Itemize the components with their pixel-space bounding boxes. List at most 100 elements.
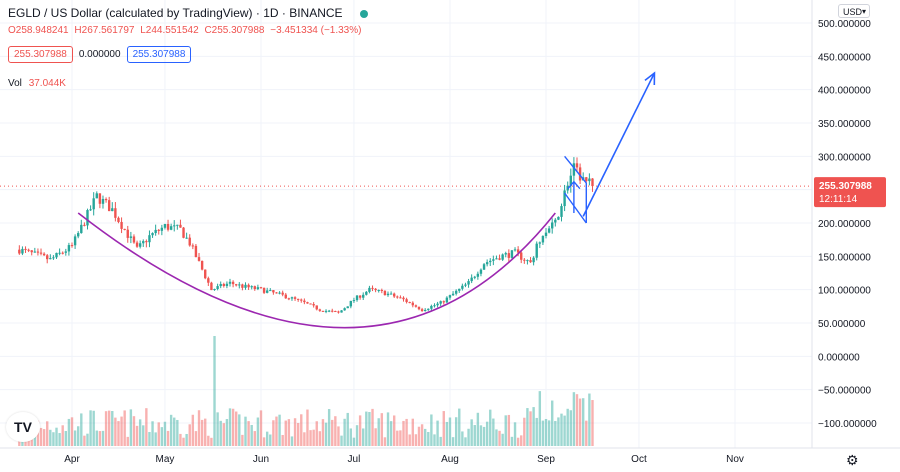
volume-bar bbox=[58, 433, 61, 446]
time-axis[interactable]: Apr May Jun Jul Aug Sep Oct Nov bbox=[0, 447, 900, 465]
candle-body bbox=[204, 269, 207, 279]
candlesticks bbox=[18, 157, 594, 314]
candle-body bbox=[216, 286, 219, 289]
volume-bar bbox=[321, 419, 325, 446]
volume-bar bbox=[306, 409, 309, 446]
candle-body bbox=[436, 303, 439, 306]
candle-body bbox=[58, 252, 61, 254]
volume-bar bbox=[278, 414, 281, 446]
volume-bar bbox=[114, 417, 117, 446]
low-value: L244.551542 bbox=[140, 25, 199, 36]
volume-bar bbox=[383, 437, 387, 446]
volume-bar bbox=[427, 432, 430, 446]
volume-bar bbox=[374, 428, 377, 446]
candle-body bbox=[61, 252, 64, 254]
candle-body bbox=[194, 245, 198, 258]
candle-body bbox=[544, 232, 548, 236]
candle-body bbox=[120, 221, 123, 229]
candle-body bbox=[272, 290, 275, 293]
volume-bar bbox=[269, 434, 272, 446]
volume-bar bbox=[76, 426, 80, 446]
volume-bar bbox=[433, 434, 436, 446]
time-tick-label: Jun bbox=[253, 454, 269, 465]
volume-bar bbox=[151, 421, 154, 446]
symbol-title[interactable]: EGLD / US Dollar (calculated by TradingV… bbox=[8, 6, 343, 20]
candle-body bbox=[575, 163, 579, 168]
ohlc-values: O258.948241 H267.561797 L244.551542 C255… bbox=[8, 25, 364, 36]
candle-body bbox=[225, 283, 229, 287]
volume-bar bbox=[482, 426, 486, 446]
price-tick-label: 300.000000 bbox=[818, 152, 871, 163]
input-value-1[interactable]: 255.307988 bbox=[8, 46, 73, 63]
volume-bar bbox=[560, 413, 563, 446]
volume-bar bbox=[442, 411, 445, 446]
candle-body bbox=[197, 257, 201, 261]
volume-bar bbox=[504, 415, 507, 446]
candle-body bbox=[269, 290, 272, 292]
volume-bar bbox=[207, 435, 210, 446]
price-axis[interactable]: 500.000000 450.000000 400.000000 350.000000… bbox=[811, 0, 877, 448]
gear-icon[interactable]: ⚙ bbox=[846, 452, 859, 468]
volume-bar bbox=[473, 425, 476, 446]
volume-bar bbox=[371, 408, 374, 446]
candle-body bbox=[300, 299, 303, 301]
volume-bar bbox=[458, 408, 461, 446]
volume-bar bbox=[228, 408, 232, 446]
volume-bar bbox=[507, 414, 511, 446]
volume-bar bbox=[581, 398, 585, 446]
candle-body bbox=[374, 288, 377, 291]
volume-bar bbox=[327, 409, 331, 446]
tradingview-logo[interactable]: TV bbox=[6, 412, 40, 442]
volume-bar bbox=[479, 425, 483, 446]
candle-body bbox=[331, 310, 334, 312]
candle-body bbox=[554, 219, 557, 223]
candle-body bbox=[557, 216, 560, 220]
volume-bar bbox=[80, 413, 83, 446]
input-value-3[interactable]: 255.307988 bbox=[126, 46, 192, 63]
candle-body bbox=[454, 290, 458, 294]
candle-body bbox=[138, 243, 142, 247]
candle-body bbox=[182, 227, 185, 238]
volume-bar bbox=[578, 398, 582, 446]
candle-body bbox=[67, 245, 71, 252]
countdown-text: 12:11:14 bbox=[819, 194, 858, 205]
volume-bar bbox=[557, 417, 560, 446]
close-value: C255.307988 bbox=[204, 25, 265, 36]
volume-bar bbox=[247, 421, 250, 446]
candle-body bbox=[352, 300, 356, 302]
time-tick-label: Sep bbox=[537, 454, 555, 465]
candle-body bbox=[315, 305, 318, 310]
volume-bar bbox=[454, 417, 458, 446]
volume-bar bbox=[569, 410, 572, 446]
volume-bar bbox=[101, 430, 105, 446]
candle-body bbox=[349, 300, 353, 307]
volume-bar bbox=[70, 417, 74, 446]
volume-bar bbox=[445, 421, 449, 446]
volume-bar bbox=[46, 421, 49, 446]
volume-bar bbox=[451, 437, 455, 446]
volume-bar bbox=[145, 408, 148, 446]
volume-bar bbox=[235, 411, 238, 446]
volume-bar bbox=[420, 424, 424, 446]
volume-bar bbox=[414, 434, 418, 446]
volume-bar bbox=[489, 409, 492, 446]
volume-bar bbox=[95, 430, 98, 446]
volume-bar bbox=[386, 412, 390, 446]
currency-select[interactable]: USD ▾ bbox=[838, 4, 870, 18]
volume-bar bbox=[315, 421, 318, 446]
volume-bar bbox=[399, 430, 402, 446]
candle-body bbox=[154, 229, 157, 234]
volume-bar bbox=[516, 437, 520, 446]
volume-bar bbox=[67, 418, 71, 446]
volume-bar bbox=[200, 419, 204, 446]
candle-body bbox=[213, 288, 216, 291]
candle-body bbox=[442, 301, 445, 303]
candle-body bbox=[188, 237, 191, 246]
candle-body bbox=[383, 290, 387, 296]
volume-bar bbox=[544, 418, 548, 446]
candle-body bbox=[485, 262, 489, 265]
volume-value: 37.044K bbox=[28, 78, 66, 89]
volume-bar bbox=[61, 425, 64, 446]
volume-bar bbox=[284, 420, 287, 446]
